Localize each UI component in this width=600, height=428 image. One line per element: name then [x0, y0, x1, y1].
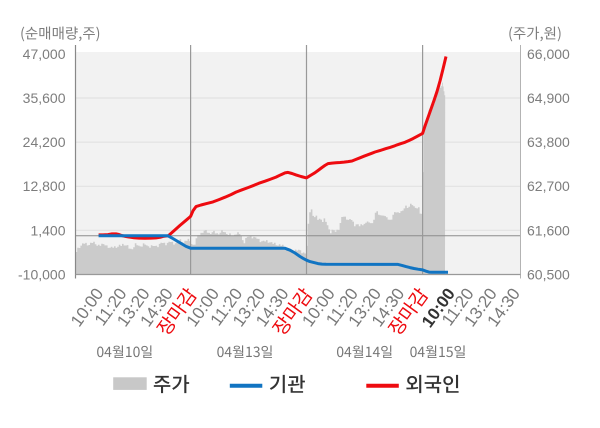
svg-text:63,800: 63,800: [527, 134, 570, 150]
svg-text:24,200: 24,200: [23, 134, 66, 150]
svg-text:66,000: 66,000: [527, 46, 570, 62]
svg-text:12,800: 12,800: [23, 178, 66, 194]
svg-text:35,600: 35,600: [23, 90, 66, 106]
svg-text:61,600: 61,600: [527, 222, 570, 238]
svg-text:-10,000: -10,000: [18, 266, 66, 282]
svg-text:62,700: 62,700: [527, 178, 570, 194]
svg-text:60,500: 60,500: [527, 266, 570, 282]
svg-text:64,900: 64,900: [527, 90, 570, 106]
svg-text:1,400: 1,400: [30, 222, 65, 238]
svg-text:47,000: 47,000: [23, 46, 66, 62]
